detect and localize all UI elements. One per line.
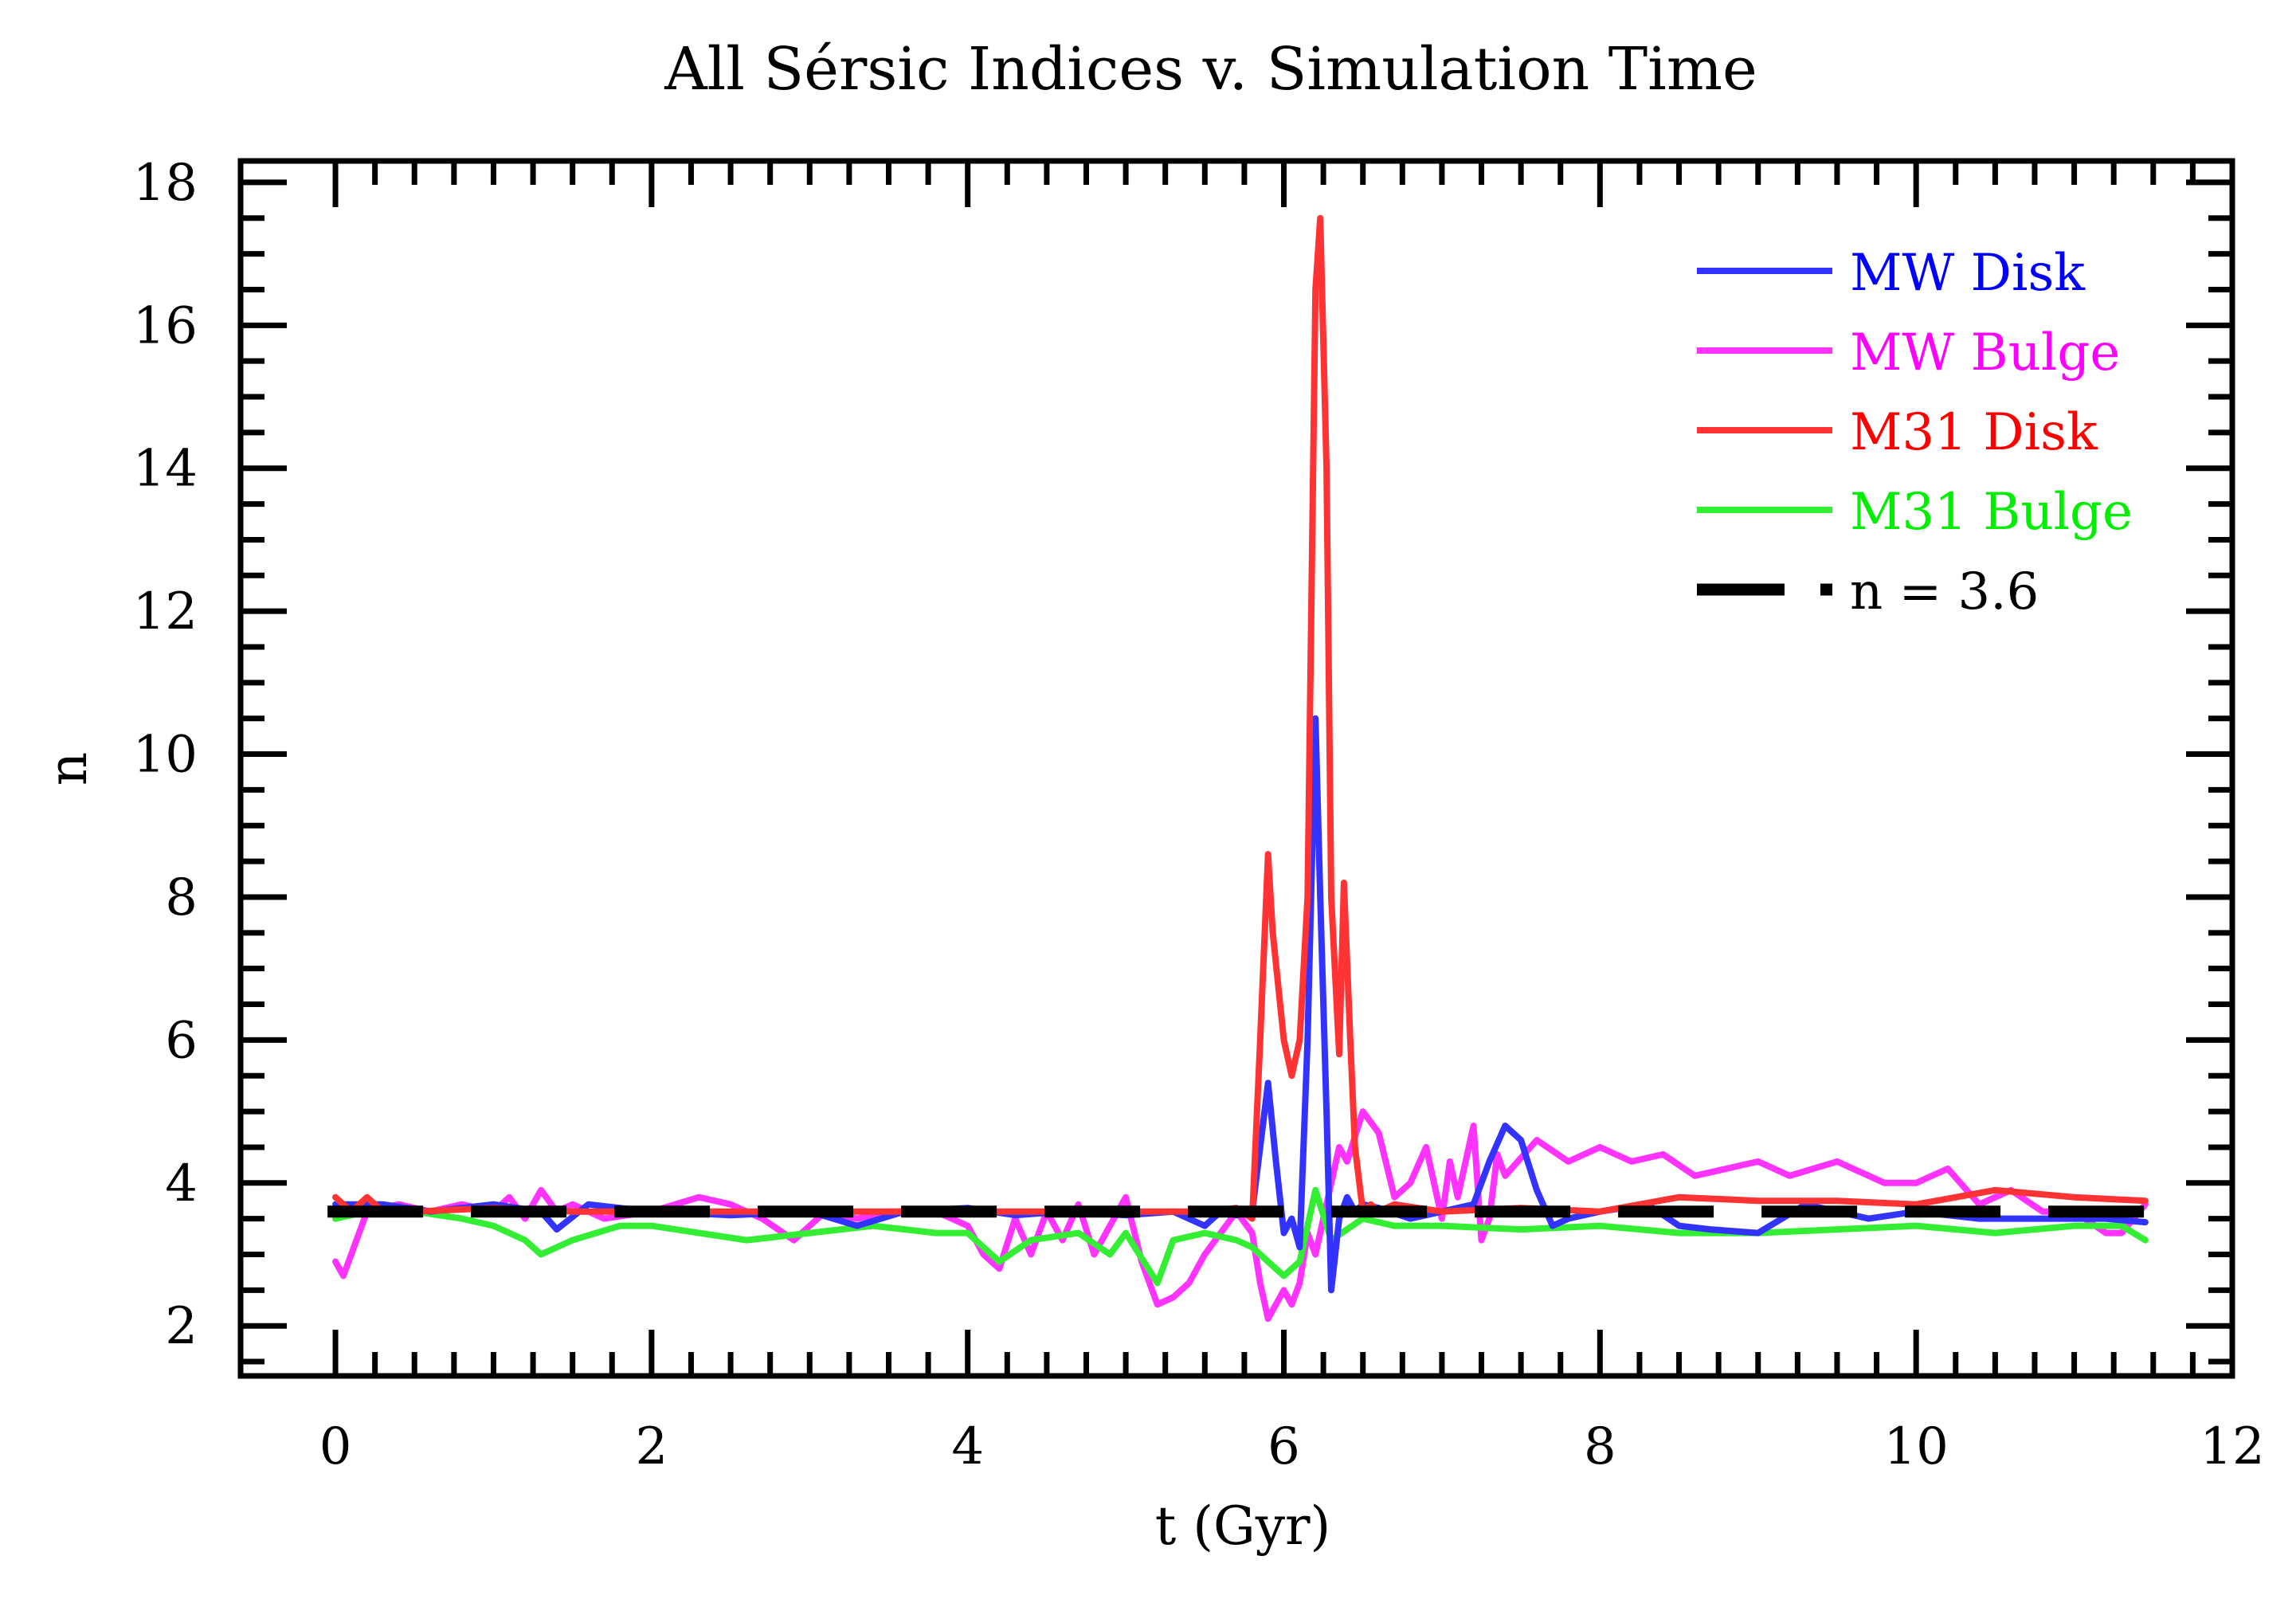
x-tick-label: 12 xyxy=(2200,1417,2264,1476)
y-tick-label: 2 xyxy=(165,1297,198,1356)
x-tick-label: 2 xyxy=(636,1417,668,1476)
y-tick-label: 4 xyxy=(165,1154,198,1213)
legend-label-m31-bulge: M31 Bulge xyxy=(1850,483,2133,542)
y-tick-label: 18 xyxy=(133,154,198,213)
x-tick-label: 10 xyxy=(1883,1417,1948,1476)
y-axis-label: n xyxy=(37,752,99,786)
legend-label-n-3-6: n = 3.6 xyxy=(1850,562,2039,621)
legend-label-m31-disk: M31 Disk xyxy=(1850,403,2098,462)
y-tick-label: 10 xyxy=(133,726,198,785)
plot-frame xyxy=(237,158,2235,1379)
x-tick-label: 6 xyxy=(1268,1417,1300,1476)
chart-title: All Sérsic Indices v. Simulation Time xyxy=(664,35,1757,104)
legend-label-mw-disk: MW Disk xyxy=(1850,244,2086,303)
y-tick-label: 6 xyxy=(165,1011,198,1070)
axes-frame xyxy=(237,158,2235,1379)
plot-lines xyxy=(327,214,2153,1323)
x-tick-label: 4 xyxy=(951,1417,984,1476)
y-tick-label: 14 xyxy=(133,440,198,499)
y-tick-label: 16 xyxy=(133,296,198,355)
y-tick-label: 12 xyxy=(133,582,198,641)
axis-ticks xyxy=(241,161,2235,1376)
x-tick-label: 8 xyxy=(1584,1417,1616,1476)
legend: MW Disk MW Bulge M31 Disk M31 Bulge n = 3.6 xyxy=(1697,244,2133,621)
tick-labels: 0 2 4 6 8 10 12 2 4 6 8 10 12 14 16 18 xyxy=(133,154,2265,1476)
legend-label-mw-bulge: MW Bulge xyxy=(1850,323,2120,382)
x-tick-label: 0 xyxy=(319,1417,352,1476)
x-axis-label: t (Gyr) xyxy=(1155,1495,1331,1557)
series-line-m31-bulge xyxy=(332,1186,2149,1287)
y-tick-label: 8 xyxy=(165,868,198,927)
